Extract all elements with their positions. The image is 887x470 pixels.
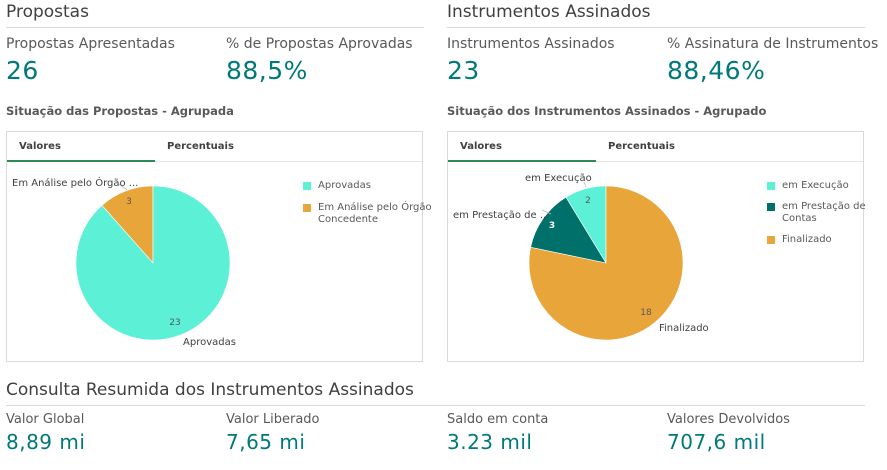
kpi-propostas-aprovadas-label: % de Propostas Aprovadas xyxy=(226,36,413,52)
propostas-chart-title: Situação das Propostas - Agrupada xyxy=(6,104,234,118)
pie-slice-aprovadas[interactable] xyxy=(75,185,231,341)
pie-slice-finalizado[interactable] xyxy=(528,185,684,341)
pie-value-label-em-analise: 3 xyxy=(126,197,132,207)
legend-label-em-prestacao-line1: em Prestação de xyxy=(782,201,866,212)
legend-swatch-em-analise xyxy=(303,204,311,212)
kpi-valor-liberado-label: Valor Liberado xyxy=(226,412,320,427)
pie-leader-line-em-prestacao xyxy=(541,209,552,215)
instrumentos-chart-panel: Valores Percentuais 2 3 18 em Execução e… xyxy=(447,131,866,362)
kpi-valores-devolvidos-value[interactable]: 707,6 mil xyxy=(667,430,766,454)
legend-label-em-analise-line1: Em Análise pelo Órgão xyxy=(318,202,432,213)
pie-outer-label-em-prestacao: em Prestação de ... xyxy=(453,210,549,221)
kpi-saldo-em-conta-value[interactable]: 3.23 mil xyxy=(447,430,533,454)
tab-valores[interactable]: Valores xyxy=(448,132,596,162)
pie-value-label-aprovadas: 23 xyxy=(169,318,180,328)
kpi-saldo-em-conta-label: Saldo em conta xyxy=(447,412,549,427)
kpi-propostas-aprovadas-value[interactable]: 88,5% xyxy=(226,56,308,85)
kpi-valor-global-value[interactable]: 8,89 mi xyxy=(6,430,86,454)
kpi-valor-global-label: Valor Global xyxy=(6,412,85,427)
kpi-assinatura-instrumentos-label: % Assinatura de Instrumentos xyxy=(667,36,879,52)
propostas-tabs: Valores Percentuais xyxy=(7,132,422,162)
kpi-valores-devolvidos-label: Valores Devolvidos xyxy=(667,412,790,427)
tab-percentuais[interactable]: Percentuais xyxy=(608,141,675,152)
legend-swatch-aprovadas xyxy=(303,182,311,190)
pie-value-label-em-prestacao: 3 xyxy=(549,221,555,231)
legend-label-finalizado: Finalizado xyxy=(782,234,832,245)
propostas-divider xyxy=(6,27,424,28)
tab-percentuais[interactable]: Percentuais xyxy=(167,141,234,152)
pie-outer-label-em-execucao: em Execução xyxy=(525,173,592,184)
kpi-instrumentos-assinados-value[interactable]: 23 xyxy=(447,56,480,85)
propostas-section-title: Propostas xyxy=(6,2,89,22)
instrumentos-pie-chart[interactable]: 2 3 18 em Execução em Prestação de ... F… xyxy=(448,162,758,362)
legend-label-aprovadas: Aprovadas xyxy=(318,180,371,191)
propostas-legend: Aprovadas Em Análise pelo Órgão Conceden… xyxy=(303,180,432,240)
kpi-assinatura-instrumentos-value[interactable]: 88,46% xyxy=(667,56,766,85)
legend-swatch-em-prestacao xyxy=(767,203,775,211)
pie-leader-line-em-analise xyxy=(118,183,128,191)
consulta-divider xyxy=(6,405,865,406)
propostas-pie-chart[interactable]: 23 3 Em Análise pelo Órgão ... Aprovadas xyxy=(7,162,307,362)
legend-swatch-em-execucao xyxy=(767,182,775,190)
legend-label-em-analise-line2: Concedente xyxy=(318,214,378,225)
propostas-chart-panel: Valores Percentuais 23 3 Em Análise pelo… xyxy=(6,131,432,362)
instrumentos-section-title: Instrumentos Assinados xyxy=(447,2,651,22)
kpi-instrumentos-assinados-label: Instrumentos Assinados xyxy=(447,36,615,52)
legend-swatch-finalizado xyxy=(767,236,775,244)
pie-leader-line-em-execucao xyxy=(583,181,587,188)
instrumentos-tabs: Valores Percentuais xyxy=(448,132,863,162)
kpi-propostas-apresentadas-value[interactable]: 26 xyxy=(6,56,39,85)
legend-label-em-execucao: em Execução xyxy=(782,180,849,191)
instrumentos-chart-title: Situação dos Instrumentos Assinados - Ag… xyxy=(447,104,767,118)
pie-value-label-em-execucao: 2 xyxy=(585,196,591,206)
pie-value-label-finalizado: 18 xyxy=(640,308,652,318)
tab-valores[interactable]: Valores xyxy=(7,132,155,162)
pie-outer-label-em-analise: Em Análise pelo Órgão ... xyxy=(12,176,138,189)
consulta-section-title: Consulta Resumida dos Instrumentos Assin… xyxy=(6,380,414,400)
legend-label-em-prestacao-line2: Contas xyxy=(782,213,817,224)
pie-outer-label-aprovadas: Aprovadas xyxy=(183,337,236,348)
kpi-valor-liberado-value[interactable]: 7,65 mi xyxy=(226,430,306,454)
kpi-propostas-apresentadas-label: Propostas Apresentadas xyxy=(6,36,175,52)
instrumentos-legend: em Execução em Prestação de Contas Final… xyxy=(767,180,866,250)
instrumentos-divider xyxy=(447,27,865,28)
pie-outer-label-finalizado: Finalizado xyxy=(659,323,709,334)
